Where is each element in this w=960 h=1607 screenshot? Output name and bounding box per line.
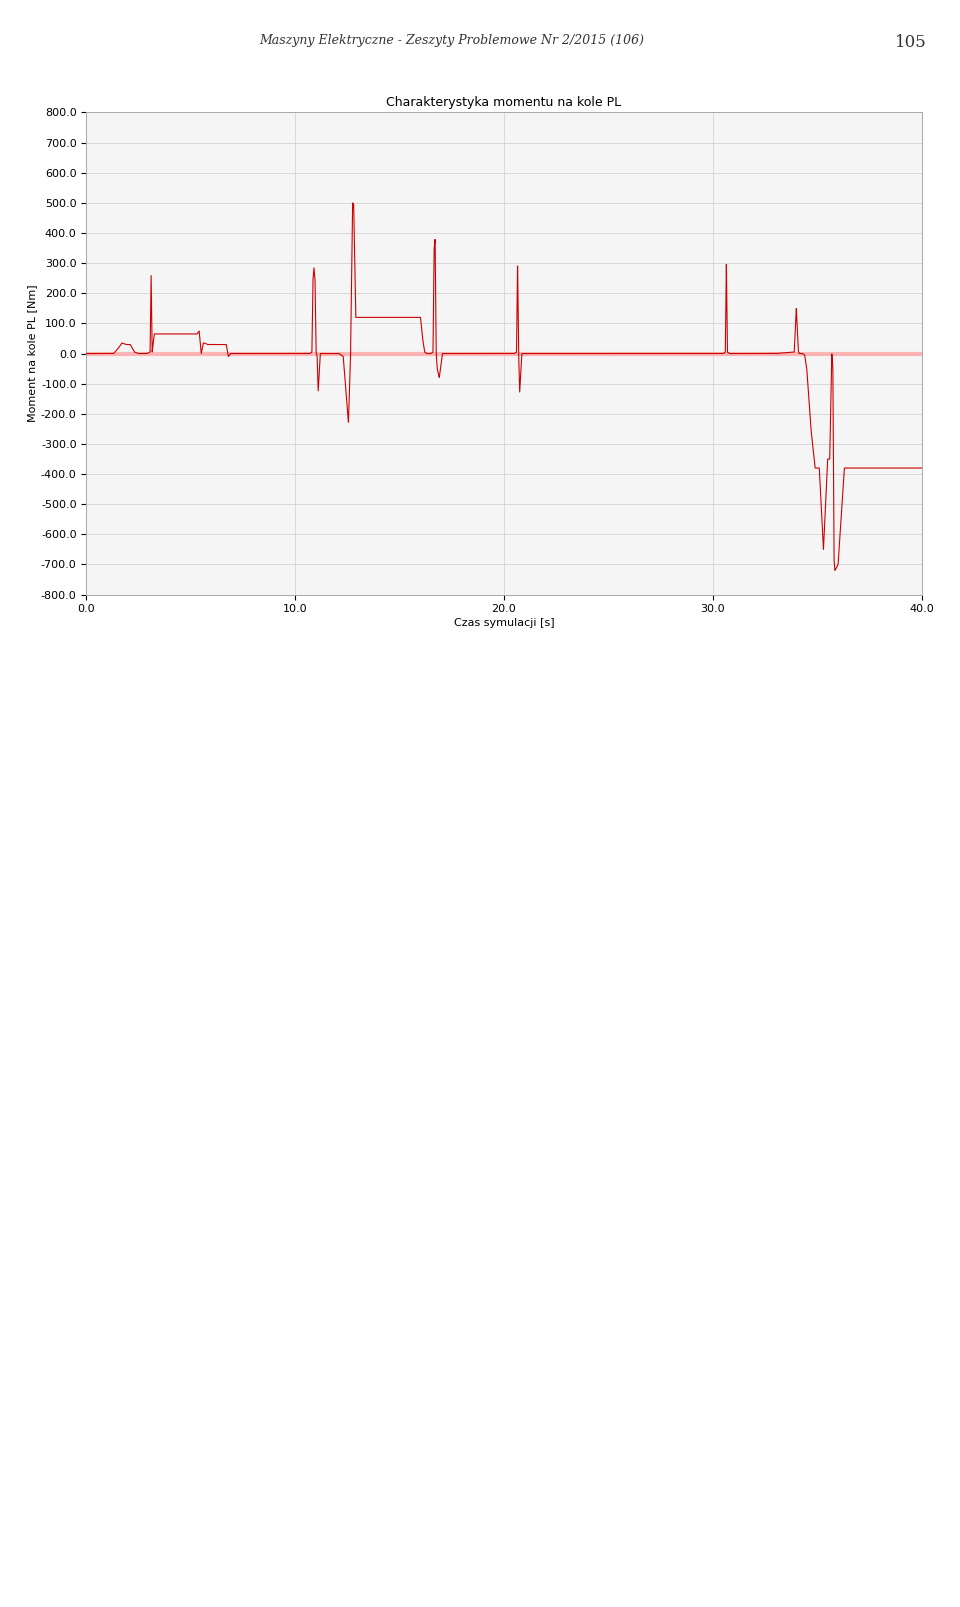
Y-axis label: Moment na kole PL [Nm]: Moment na kole PL [Nm] — [27, 284, 36, 423]
Text: 105: 105 — [895, 34, 926, 51]
Text: Maszyny Elektryczne - Zeszyty Problemowe Nr 2/2015 (106): Maszyny Elektryczne - Zeszyty Problemowe… — [258, 34, 644, 47]
X-axis label: Czas symulacji [s]: Czas symulacji [s] — [454, 619, 554, 628]
Title: Charakterystyka momentu na kole PL: Charakterystyka momentu na kole PL — [387, 95, 621, 109]
